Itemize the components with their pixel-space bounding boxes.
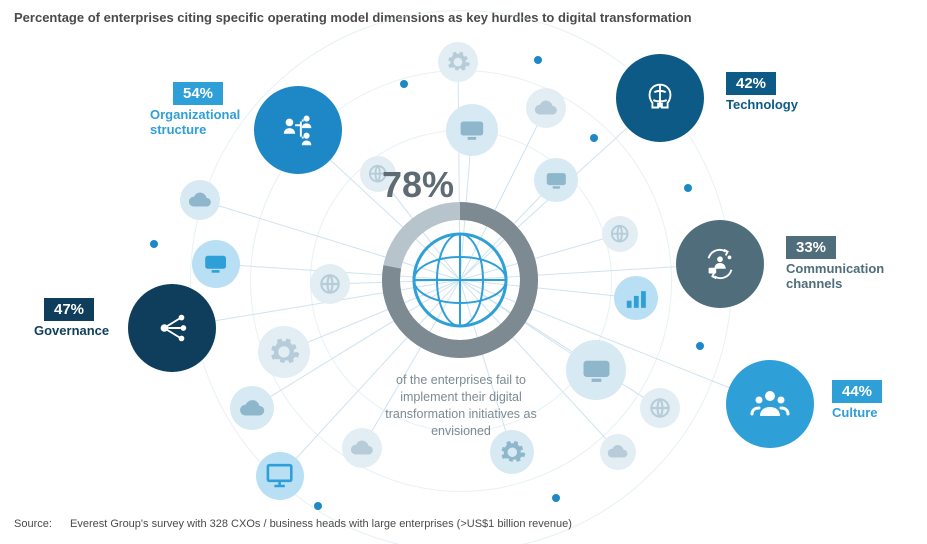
pct-badge-tech: 42% xyxy=(726,72,776,95)
pct-badge-org: 54% xyxy=(173,82,223,105)
dimension-node-comm xyxy=(676,220,764,308)
bg-node xyxy=(566,340,626,400)
dim-label-gov: Governance xyxy=(34,324,109,339)
bg-node xyxy=(230,386,274,430)
dim-label-culture: Culture xyxy=(832,406,878,421)
pct-badge-gov: 47% xyxy=(44,298,94,321)
people-icon xyxy=(726,360,814,448)
accent-dot xyxy=(150,240,158,248)
accent-dot xyxy=(590,134,598,142)
bg-node xyxy=(640,388,680,428)
bg-node xyxy=(614,276,658,320)
bg-node xyxy=(310,264,350,304)
bg-node xyxy=(446,104,498,156)
dim-label-tech: Technology xyxy=(726,98,798,113)
pct-badge-culture: 44% xyxy=(832,380,882,403)
dimension-node-tech xyxy=(616,54,704,142)
accent-dot xyxy=(400,80,408,88)
accent-dot xyxy=(552,494,560,502)
page-title: Percentage of enterprises citing specifi… xyxy=(14,10,692,25)
dimension-node-gov xyxy=(128,284,216,372)
bg-node xyxy=(256,452,304,500)
source-label: Source: xyxy=(14,518,52,530)
center-caption: of the enterprises fail to implement the… xyxy=(376,372,546,440)
org-icon xyxy=(254,86,342,174)
dimension-node-org xyxy=(254,86,342,174)
accent-dot xyxy=(314,502,322,510)
accent-dot xyxy=(534,56,542,64)
dimension-node-culture xyxy=(726,360,814,448)
bg-node xyxy=(258,326,310,378)
comm-icon xyxy=(676,220,764,308)
infographic-stage: Percentage of enterprises citing specifi… xyxy=(0,0,927,544)
bg-node xyxy=(192,240,240,288)
bg-node xyxy=(600,434,636,470)
pct-badge-comm: 33% xyxy=(786,236,836,259)
accent-dot xyxy=(684,184,692,192)
bg-node xyxy=(526,88,566,128)
dim-label-comm: Communicationchannels xyxy=(786,262,884,292)
bg-node xyxy=(534,158,578,202)
dim-label-org: Organizationalstructure xyxy=(150,108,240,138)
center-percent: 78% xyxy=(382,164,454,206)
bg-node xyxy=(180,180,220,220)
source-text: Everest Group's survey with 328 CXOs / b… xyxy=(70,518,572,530)
bg-node xyxy=(438,42,478,82)
accent-dot xyxy=(696,342,704,350)
brain-icon xyxy=(616,54,704,142)
bg-node xyxy=(602,216,638,252)
network-icon xyxy=(128,284,216,372)
